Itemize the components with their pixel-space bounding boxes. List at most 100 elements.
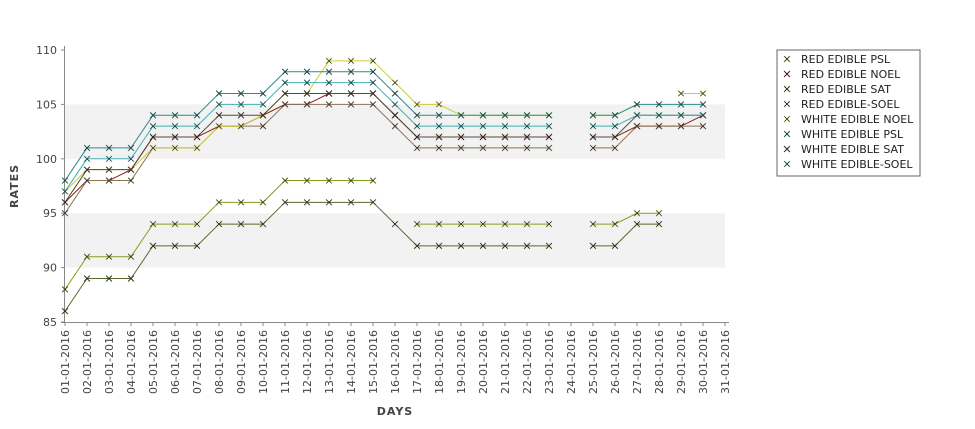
point-stroke [348, 90, 354, 97]
data-point [171, 111, 179, 119]
data-point [783, 115, 791, 123]
data-point [611, 144, 619, 152]
data-point [457, 111, 465, 119]
legend: RED EDIBLE PSL RED EDIBLE NOEL RED EDIBLE … [776, 49, 921, 177]
legend-item: RED EDIBLE-SOEL [783, 98, 900, 111]
data-point [783, 70, 791, 78]
x-tick-label: 13-01-2016 [323, 330, 336, 394]
data-point [61, 188, 69, 195]
point-stroke [216, 123, 222, 129]
series-group [61, 177, 663, 293]
data-point [523, 220, 531, 228]
data-point [435, 133, 443, 141]
x-tick-label: 14-01-2016 [345, 330, 358, 394]
data-point [413, 111, 421, 119]
data-point [589, 111, 597, 119]
x-tick-label: 19-01-2016 [455, 330, 468, 394]
legend-item: WHITE EDIBLE SAT [783, 143, 904, 156]
point-stroke [216, 112, 222, 118]
data-point [391, 101, 399, 108]
point-stroke [524, 221, 530, 227]
data-point [127, 177, 135, 184]
data-point [215, 90, 223, 97]
data-point [655, 101, 663, 108]
data-point [127, 144, 135, 152]
point-stroke [194, 145, 200, 151]
data-point [545, 220, 553, 228]
data-point [413, 122, 421, 130]
point-stroke [106, 177, 112, 184]
y-tick-label: 95 [43, 207, 57, 220]
x-tick-label: 05-01-2016 [147, 330, 160, 394]
data-point [783, 145, 791, 153]
data-point [281, 90, 289, 97]
point-stroke [436, 101, 442, 108]
point-stroke [106, 275, 112, 282]
point-stroke [150, 243, 156, 249]
x-tick-label: 08-01-2016 [213, 330, 226, 394]
data-point [589, 133, 597, 141]
data-point [545, 133, 553, 141]
y-axis-title: RATES [8, 164, 21, 208]
data-point [237, 90, 245, 97]
x-tick-label: 01-01-2016 [59, 330, 72, 394]
legend-label: RED EDIBLE-SOEL [801, 98, 900, 111]
data-point [391, 111, 399, 119]
point-stroke [480, 145, 486, 151]
data-point [545, 111, 553, 119]
data-point [259, 122, 267, 130]
point-stroke [480, 123, 486, 129]
point-stroke [612, 134, 618, 140]
point-stroke [480, 243, 486, 249]
data-point [193, 133, 201, 141]
point-stroke [480, 221, 486, 227]
grid-bands [65, 104, 725, 268]
point-stroke [238, 123, 244, 129]
y-tick-label: 100 [36, 153, 57, 166]
axes [61, 46, 729, 323]
data-point [391, 122, 399, 130]
point-stroke [216, 221, 222, 227]
point-stroke [150, 134, 156, 140]
data-point [83, 275, 91, 282]
data-point [611, 242, 619, 250]
point-stroke [260, 90, 266, 97]
data-point [391, 90, 399, 97]
point-stroke [282, 199, 288, 206]
point-stroke [282, 90, 288, 97]
data-point [83, 155, 91, 163]
point-stroke [480, 112, 486, 118]
x-tick-label: 06-01-2016 [169, 330, 182, 394]
series-line [593, 212, 659, 225]
data-point [435, 122, 443, 130]
legend-item: WHITE EDIBLE PSL [783, 128, 904, 141]
point-stroke [546, 134, 552, 140]
x-tick-label: 17-01-2016 [411, 330, 424, 394]
legend-item: RED EDIBLE SAT [783, 83, 891, 96]
x-tick-label: 16-01-2016 [389, 330, 402, 394]
data-point [171, 133, 179, 141]
data-point [303, 90, 311, 97]
data-point [501, 144, 509, 152]
data-point [105, 253, 113, 261]
data-point [435, 101, 443, 108]
legend-label: WHITE EDIBLE SAT [801, 143, 904, 156]
data-point [457, 144, 465, 152]
point-stroke [612, 145, 618, 151]
point-stroke [106, 254, 112, 260]
legend-label: RED EDIBLE SAT [801, 83, 891, 96]
data-point [501, 242, 509, 250]
data-point [435, 220, 443, 228]
data-point [215, 220, 223, 228]
data-point [655, 220, 663, 228]
data-point [127, 166, 135, 174]
data-point [457, 242, 465, 250]
point-stroke [282, 79, 288, 86]
data-point [783, 130, 791, 138]
data-point [699, 122, 707, 130]
data-point [303, 101, 311, 108]
x-tick-label: 21-01-2016 [499, 330, 512, 394]
data-point [479, 242, 487, 250]
legend-item: WHITE EDIBLE-SOEL [783, 158, 913, 171]
point-stroke [62, 210, 68, 216]
